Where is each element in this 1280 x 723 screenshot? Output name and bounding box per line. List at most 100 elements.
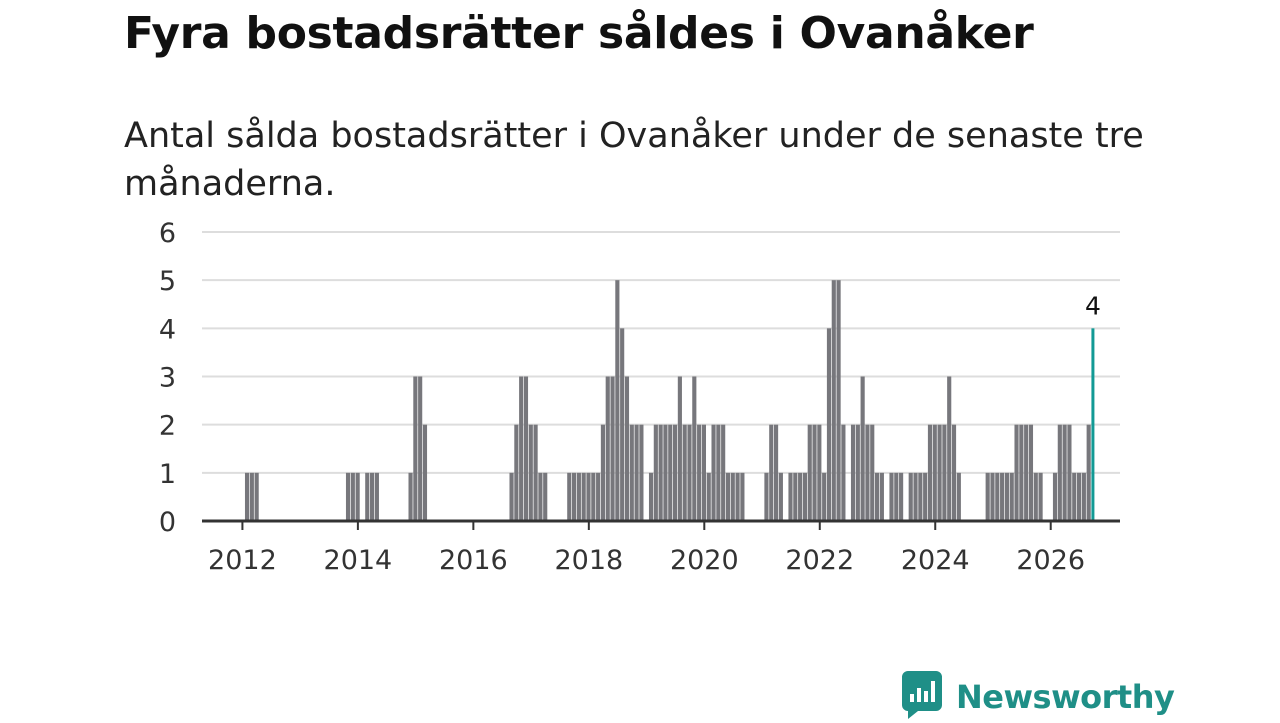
bar [913,472,918,521]
bar [769,424,774,521]
bar [956,472,961,521]
bar [697,424,702,521]
bar [1081,472,1086,521]
bar [249,472,254,521]
bar [610,376,615,521]
bars [244,280,1095,521]
bar [850,424,856,521]
x-tick-label: 2012 [208,545,277,576]
bar [648,472,654,521]
y-axis-labels: 0 1 2 3 4 5 6 [159,218,176,538]
bar-latest [1091,328,1095,521]
y-tick-label: 3 [159,363,176,394]
bar [879,472,884,521]
bar [841,424,846,521]
bar [687,424,692,521]
bar [538,472,543,521]
bar [663,424,668,521]
bar [1024,424,1029,521]
bar [533,424,538,521]
bar [370,472,375,521]
last-value-label: 4 [1085,291,1101,320]
bar [1062,424,1067,521]
bar [951,424,957,521]
bar [721,424,726,521]
bar [927,424,933,521]
newsworthy-brand[interactable]: Newsworthy [902,671,1175,723]
bar [985,472,990,521]
x-tick-label: 2014 [324,545,393,576]
y-tick-label: 5 [159,266,176,297]
bar [509,472,514,521]
x-tick-label: 2022 [785,545,854,576]
bar [596,472,601,521]
bar [1057,424,1062,521]
bar [1038,472,1043,521]
bar [870,424,875,521]
bar [836,280,841,521]
bar [923,472,928,521]
bar [798,472,803,521]
bar [701,424,706,521]
bar [730,472,735,521]
bar [894,472,899,521]
bar [682,424,687,521]
x-axis-labels: 2012 2014 2016 2018 2020 2022 2024 2026 [208,545,1085,576]
bar [355,472,360,521]
bar [1086,424,1091,521]
bar [543,472,548,521]
chart-title: Fyra bostadsrätter såldes i Ovanåker [124,8,1034,59]
bar [793,472,798,521]
bar [706,472,711,521]
bar [591,472,596,521]
bar [620,328,625,521]
bar [937,424,942,521]
bar [995,472,1000,521]
bar [778,472,783,521]
bar [817,424,822,521]
bar [740,472,745,521]
bar [1052,472,1058,521]
bar [528,424,533,521]
bar [908,472,913,521]
bar [413,376,418,521]
bar [586,472,591,521]
bar [519,376,524,521]
x-tick-label: 2016 [439,545,508,576]
bar [365,472,370,521]
bar [422,424,428,521]
bar [1072,472,1077,521]
bar [875,472,880,521]
bar [855,424,860,521]
bar [788,472,793,521]
bar [774,424,779,521]
x-axis-ticks [241,521,1052,530]
bar [990,472,995,521]
bar [918,472,923,521]
bar [624,376,630,521]
bar [514,424,519,521]
bar [822,472,827,521]
bar [600,424,605,521]
bar [831,280,836,521]
bar [860,376,865,521]
bar [677,376,682,521]
bar [716,424,721,521]
bar [735,472,740,521]
y-tick-label: 2 [159,411,176,442]
bar [572,472,577,521]
bar [523,376,529,521]
bar [418,376,423,521]
gridlines [202,231,1120,474]
bar-chart: 0 1 2 3 4 5 6 2012 2014 2016 2018 2020 2022 2024 2026… [159,218,1120,576]
bar [1019,424,1024,521]
bar [634,424,639,521]
bar [345,472,351,521]
bar [826,328,832,521]
bar [639,424,644,521]
bar [942,424,947,521]
bar [658,424,663,521]
bar [899,472,904,521]
bar [615,280,620,521]
bar [812,424,817,521]
